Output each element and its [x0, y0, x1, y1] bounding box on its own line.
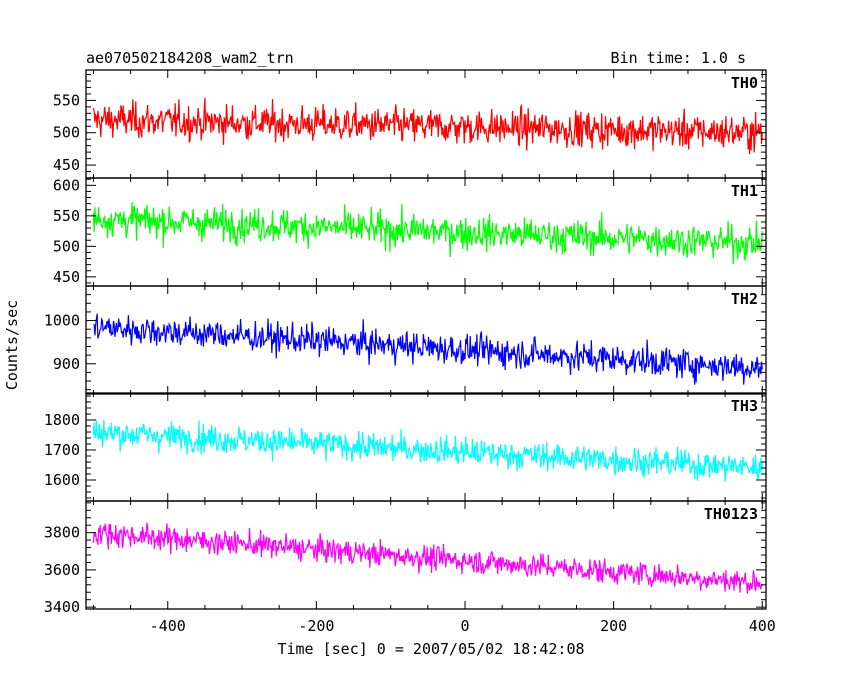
y-tick-label: 600: [53, 176, 80, 194]
panel-th0: 450 500 550 TH0: [53, 69, 767, 179]
panel-label: TH3: [731, 397, 758, 415]
panel-label: TH0: [731, 74, 758, 92]
panel-th0123: 3400 3600 3800 TH0123: [44, 500, 767, 616]
series-th0: [92, 97, 763, 155]
y-tick-label: 500: [53, 237, 80, 255]
y-tick-label: 450: [53, 268, 80, 286]
y-tick-label: 1700: [44, 441, 80, 459]
y-tick-label: 1800: [44, 411, 80, 429]
x-tick-label: -400: [150, 617, 186, 635]
series-th3: [92, 420, 763, 482]
panel-th1: 450 500 550 600 TH1: [53, 176, 767, 287]
series-th1: [92, 202, 763, 264]
panel-th3: 1600 1700 1800 TH3: [44, 392, 767, 502]
y-tick-label: 550: [53, 91, 80, 109]
panels-group: 450 500 550 TH0 450 500 550 600 TH1 900 1000 TH2 160…: [44, 69, 767, 616]
x-tick-label: 0: [461, 617, 470, 635]
y-tick-label: 500: [53, 124, 80, 142]
panel-th2: 900 1000 TH2: [44, 285, 767, 395]
series-th0123: [92, 522, 763, 594]
chart-title: ae070502184208_wam2_trn: [86, 49, 294, 67]
panel-label: TH2: [731, 290, 758, 308]
series-th2: [93, 313, 763, 385]
y-tick-label: 1600: [44, 471, 80, 489]
panel-label: TH0123: [704, 505, 758, 523]
x-tick-label: 200: [600, 617, 627, 635]
y-tick-label: 550: [53, 207, 80, 225]
x-tick-label: -200: [298, 617, 334, 635]
y-tick-label: 450: [53, 156, 80, 174]
y-tick-label: 3400: [44, 598, 80, 616]
panel-frame: [85, 285, 767, 395]
y-tick-label: 3800: [44, 524, 80, 542]
x-axis: -400 -200 0 200 400: [150, 617, 776, 635]
panel-label: TH1: [731, 182, 758, 200]
panel-frame: [85, 500, 767, 610]
y-tick-label: 1000: [44, 312, 80, 330]
y-axis-label: Counts/sec: [3, 300, 21, 390]
bin-time-label: Bin time: 1.0 s: [611, 49, 746, 67]
y-tick-label: 900: [53, 355, 80, 373]
x-tick-label: 400: [749, 617, 776, 635]
y-tick-label: 3600: [44, 561, 80, 579]
x-axis-label: Time [sec] 0 = 2007/05/02 18:42:08: [277, 640, 584, 658]
